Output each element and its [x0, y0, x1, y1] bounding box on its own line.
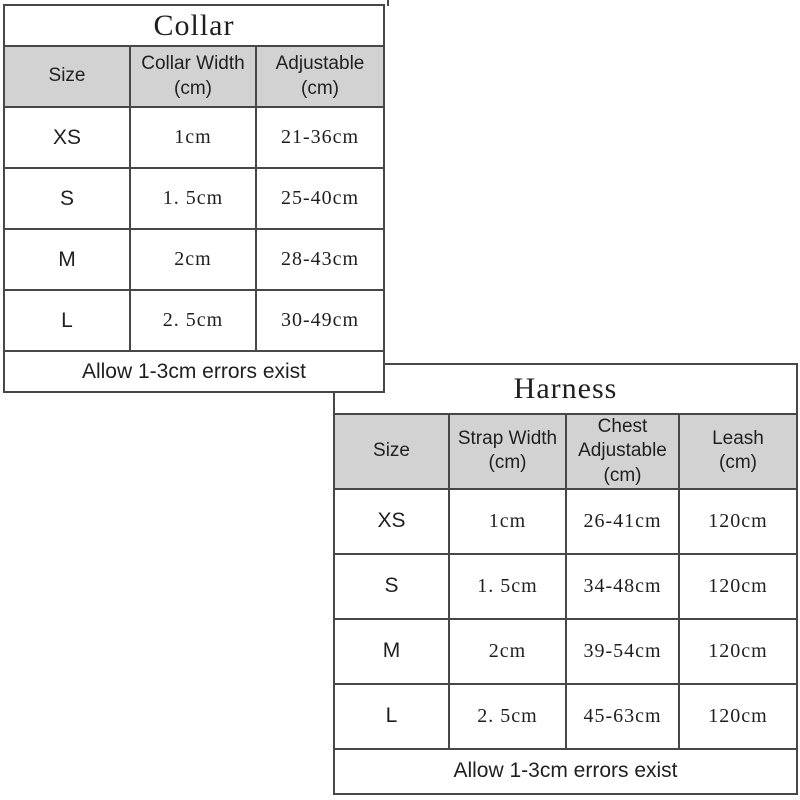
leash-cell: 120cm — [678, 487, 798, 555]
harness-row-xs: XS 1cm 26-41cm 120cm — [333, 487, 798, 555]
size-cell: XS — [333, 487, 450, 555]
harness-title-row: Harness — [333, 363, 798, 415]
collar-row-s: S 1. 5cm 25-40cm — [3, 167, 385, 230]
collar-row-m: M 2cm 28-43cm — [3, 228, 385, 291]
harness-row-l: L 2. 5cm 45-63cm 120cm — [333, 682, 798, 750]
harness-title: Harness — [333, 363, 798, 415]
size-cell: L — [333, 682, 450, 750]
collar-tolerance-note: Allow 1-3cm errors exist — [3, 350, 385, 393]
collar-width-cell: 1cm — [129, 106, 257, 169]
adjustable-cell: 28-43cm — [255, 228, 385, 291]
strap-width-cell: 2. 5cm — [448, 682, 567, 750]
harness-note-row: Allow 1-3cm errors exist — [333, 747, 798, 795]
harness-row-s: S 1. 5cm 34-48cm 120cm — [333, 552, 798, 620]
collar-header-size: Size — [3, 45, 131, 108]
harness-size-table: Harness Size Strap Width (cm) Chest Adju… — [333, 363, 798, 795]
collar-row-xs: XS 1cm 21-36cm — [3, 106, 385, 169]
size-cell: XS — [3, 106, 131, 169]
harness-header-chest-adjustable: Chest Adjustable (cm) — [565, 413, 680, 490]
size-cell: S — [3, 167, 131, 230]
collar-title: Collar — [3, 4, 385, 47]
harness-header-leash: Leash (cm) — [678, 413, 798, 490]
collar-width-cell: 1. 5cm — [129, 167, 257, 230]
collar-header-adjustable: Adjustable (cm) — [255, 45, 385, 108]
size-cell: S — [333, 552, 450, 620]
chest-adjustable-cell: 34-48cm — [565, 552, 680, 620]
adjustable-cell: 21-36cm — [255, 106, 385, 169]
chest-adjustable-cell: 45-63cm — [565, 682, 680, 750]
leash-cell: 120cm — [678, 682, 798, 750]
image-seam-artifact — [387, 0, 389, 6]
harness-tolerance-note: Allow 1-3cm errors exist — [333, 747, 798, 795]
adjustable-cell: 25-40cm — [255, 167, 385, 230]
size-cell: M — [333, 617, 450, 685]
harness-row-m: M 2cm 39-54cm 120cm — [333, 617, 798, 685]
harness-header-strap-width: Strap Width (cm) — [448, 413, 567, 490]
strap-width-cell: 2cm — [448, 617, 567, 685]
collar-note-row: Allow 1-3cm errors exist — [3, 350, 385, 393]
collar-width-cell: 2. 5cm — [129, 289, 257, 352]
size-cell: M — [3, 228, 131, 291]
collar-header-width: Collar Width (cm) — [129, 45, 257, 108]
harness-header-row: Size Strap Width (cm) Chest Adjustable (… — [333, 413, 798, 490]
leash-cell: 120cm — [678, 617, 798, 685]
chest-adjustable-cell: 39-54cm — [565, 617, 680, 685]
strap-width-cell: 1. 5cm — [448, 552, 567, 620]
strap-width-cell: 1cm — [448, 487, 567, 555]
collar-size-table: Collar Size Collar Width (cm) Adjustable… — [3, 4, 385, 393]
harness-header-size: Size — [333, 413, 450, 490]
collar-width-cell: 2cm — [129, 228, 257, 291]
chest-adjustable-cell: 26-41cm — [565, 487, 680, 555]
size-cell: L — [3, 289, 131, 352]
leash-cell: 120cm — [678, 552, 798, 620]
adjustable-cell: 30-49cm — [255, 289, 385, 352]
collar-row-l: L 2. 5cm 30-49cm — [3, 289, 385, 352]
collar-header-row: Size Collar Width (cm) Adjustable (cm) — [3, 45, 385, 108]
collar-title-row: Collar — [3, 4, 385, 47]
